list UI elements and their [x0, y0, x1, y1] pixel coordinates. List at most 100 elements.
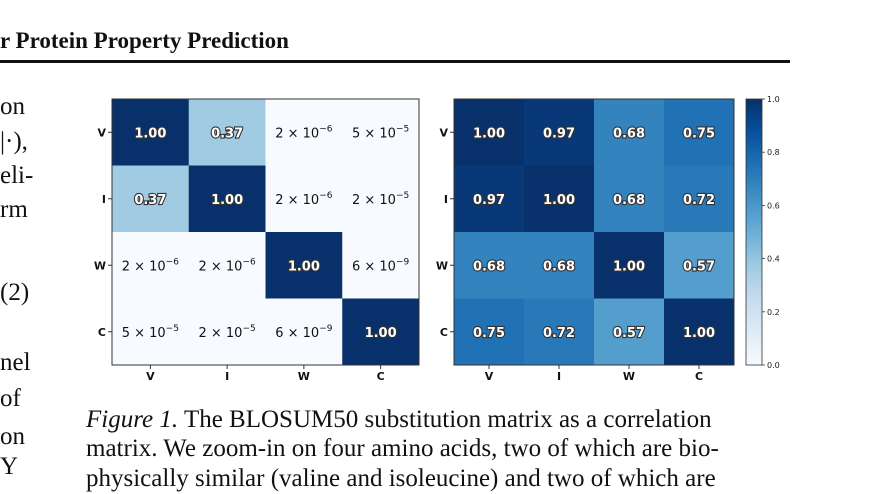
cell-value-label: 6 × 10−9 — [352, 257, 410, 274]
heatmap-cell — [188, 232, 266, 299]
y-tick-label: W — [94, 259, 106, 272]
x-tick-label: C — [377, 370, 385, 383]
cell-value-label: 5 × 10−5 — [352, 124, 409, 141]
x-tick-label: I — [557, 370, 561, 383]
x-tick-label: V — [485, 370, 494, 383]
cell-value-label: 2 × 10−6 — [198, 257, 256, 274]
heatmap-cell — [112, 298, 190, 366]
cell-value-label: 6 × 10−9 — [275, 324, 333, 341]
y-tick-label: I — [102, 193, 106, 206]
cell-value-label: 2 × 10−5 — [198, 324, 255, 341]
cell-value-label: 1.00 — [543, 193, 575, 208]
colorbar: 0.0 0.2 0.4 0.6 0.8 1.0 — [745, 95, 780, 370]
heatmap-cell — [664, 298, 735, 366]
heatmap-cell — [664, 165, 735, 233]
colorbar-tick-label: 0.8 — [767, 148, 780, 157]
heatmap-cell — [594, 298, 665, 366]
heatmap-cell — [664, 232, 735, 299]
cell-value-label: 0.75 — [683, 126, 715, 141]
heatmap-cell — [524, 232, 595, 299]
heatmap-cell — [112, 232, 190, 299]
colorbar-tick-label: 0.6 — [767, 201, 780, 210]
heatmap-frame — [453, 98, 735, 366]
cell-value-label: 1.00 — [134, 126, 166, 141]
heatmap-cell — [342, 232, 420, 299]
heatmap-cell — [265, 165, 343, 233]
heatmap-cell — [594, 99, 665, 166]
heatmap-cell — [188, 165, 266, 233]
heatmap-cell — [265, 99, 343, 166]
cell-value-label: 1.00 — [211, 193, 243, 208]
figure-caption-line-2: matrix. We zoom-in on four amino acids, … — [86, 435, 719, 462]
y-tick-label: I — [444, 193, 448, 206]
cell-value-label: 0.68 — [543, 259, 575, 274]
figure-caption-line-3: physically similar (valine and isoleucin… — [86, 465, 716, 492]
cell-value-label: 0.72 — [683, 193, 715, 208]
y-tick-label: C — [98, 326, 106, 339]
heatmap-right: 1.00 0.97 0.68 0.75 0.97 1.00 0.68 0.72 0.68 0.68… — [436, 98, 735, 383]
left-fragment: rm — [0, 196, 28, 223]
cell-value-label: 0.68 — [613, 193, 645, 208]
heatmap-cell — [112, 99, 190, 166]
heatmap-cell — [342, 298, 420, 366]
figure-caption-line-1: Figure 1. The BLOSUM50 substitution matr… — [86, 405, 796, 435]
left-fragment: nel — [0, 349, 31, 376]
left-fragment: of — [0, 385, 21, 412]
cell-value-label: 2 × 10−6 — [275, 124, 333, 141]
heatmap-cell — [664, 99, 735, 166]
heatmap-cell — [594, 165, 665, 233]
heatmap-cell — [524, 298, 595, 366]
colorbar-tick-label: 0.4 — [767, 255, 780, 264]
x-tick-label: I — [225, 370, 229, 383]
cell-value-label: 1.00 — [288, 259, 320, 274]
heatmap-cell — [188, 99, 266, 166]
header-rule — [0, 60, 790, 63]
y-tick-label: V — [97, 126, 106, 139]
heatmap-cell — [454, 99, 525, 166]
colorbar-bar — [745, 98, 763, 366]
x-tick-label: C — [695, 370, 703, 383]
cell-value-label: 2 × 10−5 — [352, 191, 409, 208]
colorbar-tick-label: 1.0 — [767, 95, 780, 104]
cell-value-label: 0.97 — [473, 193, 505, 208]
cell-value-label: 1.00 — [683, 326, 715, 341]
left-fragment: on — [0, 423, 25, 450]
cell-value-label: 5 × 10−5 — [122, 324, 179, 341]
running-header: r Protein Property Prediction — [0, 28, 289, 53]
heatmap-frame — [111, 98, 420, 366]
cell-value-label: 0.57 — [683, 259, 715, 274]
cell-value-label: 1.00 — [473, 126, 505, 141]
cell-value-label: 0.97 — [543, 126, 575, 141]
heatmap-cell — [454, 298, 525, 366]
cell-value-label: 0.37 — [211, 126, 243, 141]
left-fragment: on — [0, 93, 25, 120]
cell-value-label: 0.68 — [473, 259, 505, 274]
heatmap-cell — [342, 165, 420, 233]
heatmap-cell — [524, 99, 595, 166]
y-tick-label: V — [439, 126, 448, 139]
y-tick-label: C — [440, 326, 448, 339]
x-tick-label: V — [146, 370, 155, 383]
figure-label: Figure 1. — [86, 406, 179, 433]
cell-value-label: 0.57 — [613, 326, 645, 341]
colorbar-tick-label: 0.0 — [767, 361, 780, 370]
heatmap-cell — [342, 99, 420, 166]
left-fragment: eli- — [0, 162, 34, 189]
heatmap-cell — [524, 165, 595, 233]
x-tick-label: W — [623, 370, 635, 383]
cell-value-label: 2 × 10−6 — [275, 191, 333, 208]
cell-value-label: 2 × 10−6 — [122, 257, 180, 274]
cell-value-label: 0.68 — [613, 126, 645, 141]
left-fragment: (2) — [0, 279, 30, 306]
colorbar-tick-label: 0.2 — [767, 308, 780, 317]
cell-value-label: 0.72 — [543, 326, 575, 341]
heatmap-cell — [188, 298, 266, 366]
heatmap-left: 1.00 0.37 2 × 10−6 5 × 10−5 0.37 1.00 2 × 10−6… — [94, 98, 420, 383]
y-tick-label: W — [436, 259, 448, 272]
x-tick-label: W — [298, 370, 310, 383]
heatmap-cell — [594, 232, 665, 299]
heatmap-cell — [265, 298, 343, 366]
figure-heatmaps: 1.00 0.37 2 × 10−6 5 × 10−5 0.37 1.00 2 × 10−6… — [94, 95, 780, 383]
caption-text: The BLOSUM50 substitution matrix as a co… — [183, 406, 712, 433]
cell-value-label: 0.37 — [134, 193, 166, 208]
